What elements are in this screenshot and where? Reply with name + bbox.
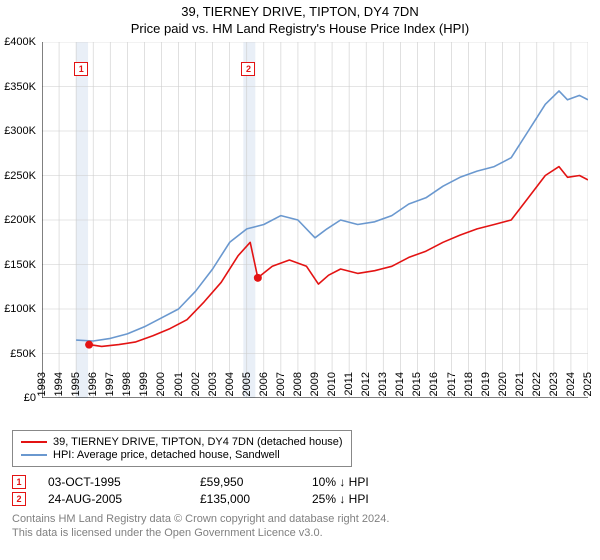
x-tick-label: 2025 xyxy=(582,372,594,396)
x-tick-label: 2014 xyxy=(394,372,406,396)
footer-line-2: This data is licensed under the Open Gov… xyxy=(12,526,588,540)
transactions-table: 1 03-OCT-1995 £59,950 10% ↓ HPI 2 24-AUG-2005… xyxy=(12,475,588,506)
legend-label: 39, TIERNEY DRIVE, TIPTON, DY4 7DN (deta… xyxy=(53,436,343,448)
x-tick-label: 2007 xyxy=(275,372,287,396)
chart-container: 39, TIERNEY DRIVE, TIPTON, DY4 7DN Price… xyxy=(0,0,600,560)
x-tick-label: 2013 xyxy=(377,372,389,396)
y-tick-label: £400K xyxy=(4,36,36,48)
x-tick-label: 2017 xyxy=(446,372,458,396)
x-tick-label: 2012 xyxy=(360,372,372,396)
x-tick-label: 2001 xyxy=(173,372,185,396)
x-tick-label: 2009 xyxy=(309,372,321,396)
x-tick-label: 1993 xyxy=(36,372,48,396)
x-tick-label: 2003 xyxy=(207,372,219,396)
x-tick-label: 1999 xyxy=(138,372,150,396)
chart-svg xyxy=(42,42,588,398)
x-tick-label: 2002 xyxy=(190,372,202,396)
footer-line-1: Contains HM Land Registry data © Crown c… xyxy=(12,512,588,526)
chart-title: 39, TIERNEY DRIVE, TIPTON, DY4 7DN xyxy=(0,0,600,19)
x-tick-label: 1997 xyxy=(104,372,116,396)
x-tick-label: 2015 xyxy=(411,372,423,396)
x-tick-label: 1994 xyxy=(53,372,65,396)
chart-subtitle: Price paid vs. HM Land Registry's House … xyxy=(0,19,600,36)
x-tick-label: 2008 xyxy=(292,372,304,396)
transaction-price: £135,000 xyxy=(200,492,290,506)
transaction-price: £59,950 xyxy=(200,475,290,489)
legend-entry: 39, TIERNEY DRIVE, TIPTON, DY4 7DN (deta… xyxy=(21,436,343,448)
legend-label: HPI: Average price, detached house, Sand… xyxy=(53,449,280,461)
x-tick-label: 2010 xyxy=(326,372,338,396)
transaction-delta: 10% ↓ HPI xyxy=(312,475,422,489)
x-tick-label: 2019 xyxy=(480,372,492,396)
footer: Contains HM Land Registry data © Crown c… xyxy=(12,512,588,541)
y-axis-labels: £0£50K£100K£150K£200K£250K£300K£350K£400… xyxy=(0,42,38,398)
x-tick-label: 2006 xyxy=(258,372,270,396)
y-tick-label: £150K xyxy=(4,259,36,271)
x-tick-label: 2000 xyxy=(155,372,167,396)
legend-entry: HPI: Average price, detached house, Sand… xyxy=(21,449,343,461)
x-tick-label: 2024 xyxy=(565,372,577,396)
y-tick-label: £100K xyxy=(4,303,36,315)
x-tick-label: 2011 xyxy=(343,372,355,396)
y-tick-label: £300K xyxy=(4,125,36,137)
x-tick-label: 2023 xyxy=(548,372,560,396)
transaction-row: 2 24-AUG-2005 £135,000 25% ↓ HPI xyxy=(12,492,588,506)
transaction-row: 1 03-OCT-1995 £59,950 10% ↓ HPI xyxy=(12,475,588,489)
x-tick-label: 2018 xyxy=(463,372,475,396)
chart-marker: 1 xyxy=(74,62,88,76)
chart-area: £0£50K£100K£150K£200K£250K£300K£350K£400… xyxy=(42,42,588,398)
x-tick-label: 2004 xyxy=(224,372,236,396)
x-tick-label: 1996 xyxy=(87,372,99,396)
y-tick-label: £50K xyxy=(10,348,36,360)
x-tick-label: 1998 xyxy=(121,372,133,396)
x-tick-label: 2016 xyxy=(428,372,440,396)
chart-marker: 2 xyxy=(241,62,255,76)
legend-swatch xyxy=(21,454,47,456)
x-tick-label: 2022 xyxy=(531,372,543,396)
x-tick-label: 1995 xyxy=(70,372,82,396)
x-axis-labels: 1993199419951996199719981999200020012002… xyxy=(42,368,588,428)
transaction-delta: 25% ↓ HPI xyxy=(312,492,422,506)
transaction-date: 24-AUG-2005 xyxy=(48,492,178,506)
x-tick-label: 2021 xyxy=(514,372,526,396)
transaction-date: 03-OCT-1995 xyxy=(48,475,178,489)
transaction-marker: 2 xyxy=(12,492,26,506)
transaction-marker: 1 xyxy=(12,475,26,489)
y-tick-label: £0 xyxy=(24,392,36,404)
y-tick-label: £200K xyxy=(4,214,36,226)
below-chart: 39, TIERNEY DRIVE, TIPTON, DY4 7DN (deta… xyxy=(12,430,588,541)
y-tick-label: £350K xyxy=(4,81,36,93)
legend-swatch xyxy=(21,441,47,443)
y-tick-label: £250K xyxy=(4,170,36,182)
x-tick-label: 2020 xyxy=(497,372,509,396)
legend: 39, TIERNEY DRIVE, TIPTON, DY4 7DN (deta… xyxy=(12,430,352,467)
x-tick-label: 2005 xyxy=(241,372,253,396)
